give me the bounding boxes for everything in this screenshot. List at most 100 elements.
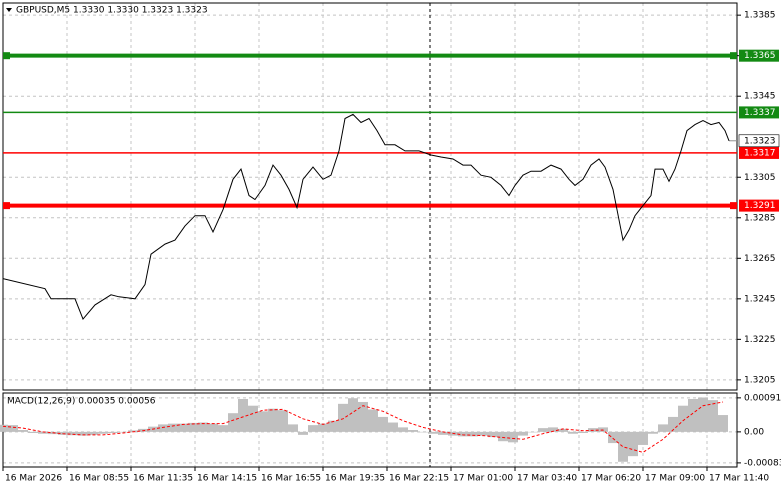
macd-bar (238, 398, 248, 432)
macd-bar (68, 431, 78, 436)
macd-bar (428, 431, 438, 434)
y-tick-label: -0.00083 (744, 458, 781, 468)
level-label-box (739, 106, 779, 119)
macd-bar (318, 423, 328, 432)
macd-bar (388, 422, 398, 432)
x-tick-label: 17 Mar 06:20 (581, 474, 641, 484)
macd-bar (408, 430, 418, 432)
macd-bar (348, 398, 358, 432)
macd-bar (228, 413, 238, 432)
macd-bar (168, 423, 178, 432)
y-tick-label: 1.3345 (744, 92, 776, 102)
macd-bar (528, 431, 538, 433)
macd-bar (378, 416, 388, 432)
macd-bar (278, 410, 288, 432)
macd-bar (658, 424, 668, 432)
macd-bar (208, 423, 218, 432)
macd-bar (188, 422, 198, 432)
x-tick-label: 16 Mar 14:15 (197, 474, 257, 484)
level-label: 1.3365 (744, 51, 776, 61)
macd-bar (678, 405, 688, 432)
y-tick-label: 1.3265 (744, 254, 776, 264)
macd-bar (648, 431, 658, 434)
y-tick-label: 1.3285 (744, 213, 776, 223)
macd-bar (248, 405, 258, 432)
price-line (2, 113, 730, 321)
macd-bar (338, 403, 348, 432)
current-price-label: 1.3323 (744, 136, 776, 146)
macd-bar (628, 431, 638, 457)
macd-bar (28, 431, 38, 433)
x-tick-label: 16 Mar 08:55 (69, 474, 129, 484)
level-label-box (739, 49, 779, 62)
macd-bar (308, 425, 318, 432)
macd-bar (8, 425, 18, 432)
macd-bar (128, 430, 138, 432)
x-tick-label: 17 Mar 03:40 (517, 474, 577, 484)
macd-bar (478, 431, 488, 436)
level-handle (730, 52, 737, 60)
level-handle (3, 52, 10, 60)
macd-bar (88, 431, 98, 435)
y-tick-label: 1.3385 (744, 11, 776, 21)
macd-bar (668, 416, 678, 432)
macd-bar (288, 424, 298, 432)
x-tick-label: 16 Mar 2026 (5, 474, 62, 484)
level-label-box (739, 199, 779, 212)
macd-bar (298, 431, 308, 435)
level-label: 1.3317 (744, 148, 776, 158)
macd-bar (108, 431, 118, 433)
macd-bar (198, 422, 208, 432)
signal-line (2, 401, 724, 453)
macd-bar (368, 409, 378, 432)
macd-bar (558, 428, 568, 432)
macd-bar (498, 431, 508, 442)
macd-bar (698, 397, 708, 432)
level-label: 1.3291 (744, 201, 776, 211)
macd-bar (118, 431, 128, 433)
x-tick-label: 16 Mar 11:35 (133, 474, 193, 484)
macd-bar (0, 424, 8, 432)
macd-bar (398, 427, 408, 432)
macd-bar (438, 431, 448, 435)
level-handle (3, 202, 10, 210)
current-price-box (738, 134, 780, 148)
macd-bar (638, 431, 648, 445)
macd-bar (548, 427, 558, 432)
x-tick-label: 17 Mar 01:00 (453, 474, 513, 484)
x-tick-label: 16 Mar 19:35 (325, 474, 385, 484)
macd-bar (518, 431, 528, 436)
x-tick-label: 17 Mar 11:40 (709, 474, 769, 484)
macd-bar (268, 408, 278, 432)
macd-bar (618, 431, 628, 462)
macd-bar (578, 431, 588, 433)
macd-bar (78, 431, 88, 436)
y-tick-label: 1.3225 (744, 335, 776, 345)
macd-bar (468, 431, 478, 437)
chart-title: GBPUSD,M5 1.3330 1.3330 1.3323 1.3323 (16, 6, 208, 16)
macd-bar (508, 431, 518, 443)
menu-icon (6, 8, 12, 12)
macd-bar (358, 401, 368, 432)
macd-bar (708, 400, 718, 432)
macd-bar (568, 431, 578, 434)
macd-bar (38, 431, 48, 434)
y-tick-label: 0.00091 (744, 393, 781, 403)
macd-bar (418, 431, 428, 433)
macd-bar (458, 431, 468, 437)
level-handle (730, 202, 737, 210)
y-tick-label: 0.00 (744, 427, 764, 437)
level-label-box (739, 146, 779, 159)
macd-bar (158, 424, 168, 432)
macd-bar (328, 420, 338, 432)
macd-bar (718, 415, 728, 432)
plot-frame (2, 2, 738, 391)
macd-bar (488, 431, 498, 438)
macd-bar (178, 423, 188, 432)
y-tick-label: 1.3245 (744, 294, 776, 304)
x-tick-label: 17 Mar 09:00 (645, 474, 705, 484)
macd-bar (688, 398, 698, 432)
y-tick-label: 1.3205 (744, 375, 776, 385)
